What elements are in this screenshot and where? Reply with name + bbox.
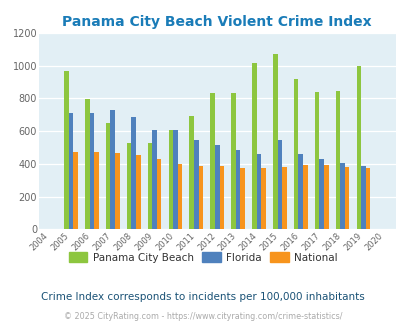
Bar bbox=[339, 163, 344, 229]
Bar bbox=[314, 92, 319, 229]
Bar bbox=[365, 168, 369, 229]
Bar bbox=[110, 110, 115, 229]
Bar bbox=[90, 113, 94, 229]
Bar bbox=[256, 154, 261, 229]
Bar bbox=[189, 116, 194, 229]
Bar bbox=[360, 166, 365, 229]
Bar bbox=[136, 155, 140, 229]
Bar bbox=[115, 153, 119, 229]
Bar bbox=[356, 66, 360, 229]
Bar bbox=[126, 143, 131, 229]
Bar bbox=[272, 54, 277, 229]
Bar bbox=[303, 165, 307, 229]
Text: © 2025 CityRating.com - https://www.cityrating.com/crime-statistics/: © 2025 CityRating.com - https://www.city… bbox=[64, 312, 341, 321]
Bar bbox=[240, 168, 244, 229]
Bar bbox=[85, 99, 90, 229]
Bar bbox=[194, 140, 198, 229]
Bar bbox=[64, 71, 68, 229]
Bar bbox=[168, 130, 173, 229]
Bar bbox=[281, 167, 286, 229]
Bar bbox=[73, 152, 78, 229]
Bar bbox=[261, 168, 265, 229]
Bar bbox=[344, 167, 349, 229]
Bar bbox=[131, 117, 136, 229]
Text: Crime Index corresponds to incidents per 100,000 inhabitants: Crime Index corresponds to incidents per… bbox=[41, 292, 364, 302]
Bar bbox=[210, 93, 214, 229]
Bar bbox=[68, 113, 73, 229]
Bar bbox=[230, 93, 235, 229]
Bar bbox=[293, 79, 298, 229]
Bar bbox=[323, 165, 328, 229]
Bar bbox=[147, 143, 152, 229]
Bar bbox=[156, 159, 161, 229]
Bar bbox=[319, 159, 323, 229]
Bar bbox=[106, 123, 110, 229]
Bar bbox=[277, 140, 281, 229]
Bar bbox=[298, 154, 303, 229]
Bar bbox=[94, 152, 98, 229]
Bar bbox=[252, 63, 256, 229]
Bar bbox=[177, 164, 182, 229]
Bar bbox=[152, 130, 156, 229]
Legend: Panama City Beach, Florida, National: Panama City Beach, Florida, National bbox=[64, 248, 341, 267]
Bar bbox=[335, 91, 339, 229]
Bar bbox=[235, 150, 240, 229]
Title: Panama City Beach Violent Crime Index: Panama City Beach Violent Crime Index bbox=[62, 15, 371, 29]
Bar bbox=[219, 166, 224, 229]
Bar bbox=[214, 145, 219, 229]
Bar bbox=[198, 166, 203, 229]
Bar bbox=[173, 130, 177, 229]
